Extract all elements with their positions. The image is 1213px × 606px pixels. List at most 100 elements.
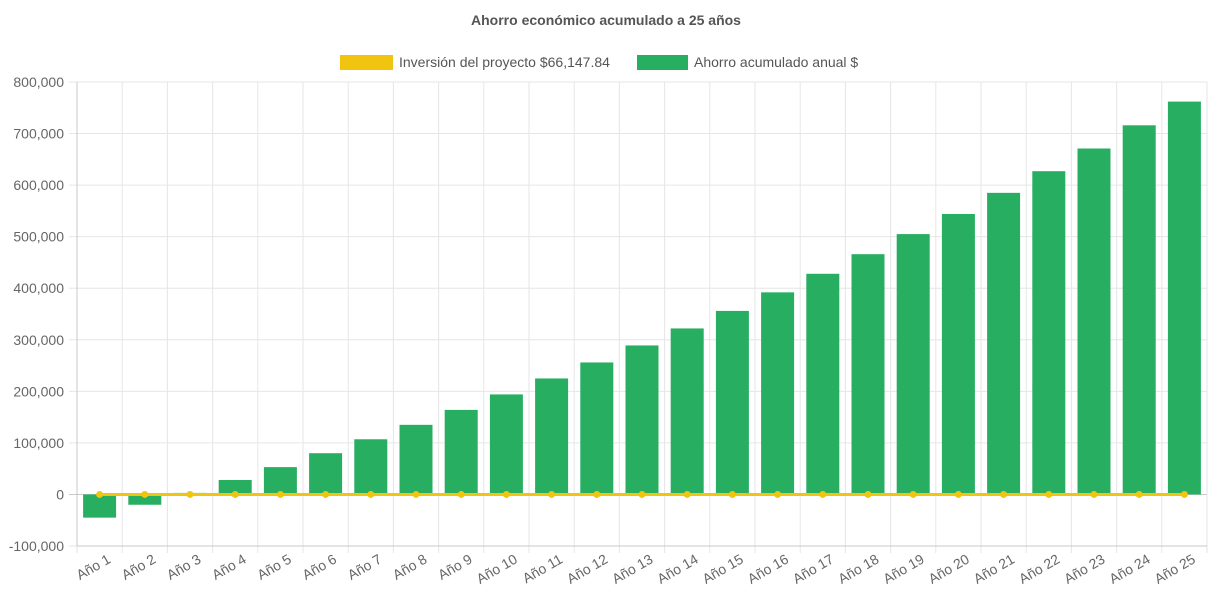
line-point-inversion[interactable] — [819, 490, 827, 498]
x-tick-label: Año 8 — [390, 551, 430, 583]
y-tick-label: 500,000 — [13, 229, 64, 245]
y-tick-label: 600,000 — [13, 177, 64, 193]
line-point-inversion[interactable] — [638, 490, 646, 498]
line-point-inversion[interactable] — [593, 490, 601, 498]
line-point-inversion[interactable] — [457, 490, 465, 498]
x-tick-label: Año 20 — [925, 551, 972, 587]
x-tick-text: Año 13 — [609, 551, 656, 587]
x-tick-text: Año 18 — [835, 551, 882, 587]
x-tick-text: Año 16 — [745, 551, 792, 587]
x-tick-text: Año 2 — [119, 551, 159, 583]
x-tick-text: Año 5 — [254, 551, 294, 583]
x-tick-text: Año 22 — [1016, 551, 1063, 587]
line-point-inversion[interactable] — [96, 490, 104, 498]
bar-ahorro[interactable] — [309, 453, 343, 495]
x-tick-label: Año 11 — [520, 551, 566, 587]
x-tick-label: Año 22 — [1016, 551, 1063, 587]
x-tick-label: Año 17 — [790, 551, 837, 587]
line-point-inversion[interactable] — [774, 490, 782, 498]
line-point-inversion[interactable] — [367, 490, 375, 498]
x-tick-text: Año 24 — [1106, 551, 1153, 587]
legend-item-savings[interactable]: Ahorro acumulado anual $ — [637, 54, 858, 70]
x-axis-ticks: Año 1 Año 2 Año 3 Año 4 Año 5 Año 6 Año 7 Año 8… — [73, 551, 1198, 587]
bar-ahorro[interactable] — [987, 192, 1021, 495]
line-point-inversion[interactable] — [502, 490, 510, 498]
x-tick-label: Año 2 — [119, 551, 159, 583]
legend-label-investment: Inversión del proyecto $66,147.84 — [399, 54, 610, 70]
x-tick-text: Año 9 — [435, 551, 475, 583]
line-point-inversion[interactable] — [141, 490, 149, 498]
bar-ahorro[interactable] — [1032, 171, 1066, 495]
line-point-inversion[interactable] — [548, 490, 556, 498]
line-point-inversion[interactable] — [412, 490, 420, 498]
y-tick-label: 100,000 — [13, 435, 64, 451]
legend-swatch-savings — [637, 55, 688, 70]
y-tick-label: -100,000 — [9, 538, 64, 554]
bar-ahorro[interactable] — [399, 424, 433, 495]
bar-ahorro[interactable] — [851, 254, 885, 495]
x-tick-label: Año 13 — [609, 551, 656, 587]
bar-ahorro[interactable] — [896, 234, 930, 495]
line-point-inversion[interactable] — [276, 490, 284, 498]
y-tick-label: 700,000 — [13, 126, 64, 142]
line-point-inversion[interactable] — [186, 490, 194, 498]
x-tick-text: Año 20 — [925, 551, 972, 587]
line-point-inversion[interactable] — [683, 490, 691, 498]
line-point-inversion[interactable] — [864, 490, 872, 498]
line-point-inversion[interactable] — [909, 490, 917, 498]
line-point-inversion[interactable] — [1180, 490, 1188, 498]
bar-ahorro[interactable] — [1077, 148, 1111, 495]
bar-ahorro[interactable] — [489, 394, 523, 495]
x-tick-label: Año 18 — [835, 551, 882, 587]
bar-ahorro[interactable] — [1167, 101, 1201, 495]
legend-swatch-investment — [340, 55, 393, 70]
bar-ahorro[interactable] — [761, 292, 795, 495]
line-point-inversion[interactable] — [954, 490, 962, 498]
bar-ahorro[interactable] — [941, 213, 975, 495]
line-point-inversion[interactable] — [1135, 490, 1143, 498]
bar-ahorro[interactable] — [535, 378, 569, 495]
x-tick-text: Año 7 — [345, 551, 385, 583]
x-tick-text: Año 23 — [1061, 551, 1108, 587]
legend: Inversión del proyecto $66,147.84 Ahorro… — [340, 54, 858, 70]
legend-item-investment[interactable]: Inversión del proyecto $66,147.84 — [340, 54, 610, 70]
x-tick-label: Año 14 — [654, 551, 701, 587]
bar-ahorro[interactable] — [263, 467, 297, 495]
x-tick-label: Año 1 — [73, 551, 113, 583]
x-tick-text: Año 6 — [299, 551, 339, 583]
line-point-inversion[interactable] — [728, 490, 736, 498]
legend-label-savings: Ahorro acumulado anual $ — [694, 54, 858, 70]
bar-ahorro[interactable] — [806, 273, 840, 495]
bar-ahorro[interactable] — [444, 409, 478, 495]
x-tick-text: Año 21 — [971, 551, 1018, 587]
line-point-inversion[interactable] — [1090, 490, 1098, 498]
y-axis-ticks: 800,000 700,000 600,000 500,000 400,000 300,0… — [9, 74, 64, 554]
x-tick-label: Año 4 — [209, 551, 249, 583]
bar-ahorro[interactable] — [625, 345, 659, 495]
x-tick-label: Año 25 — [1151, 551, 1198, 587]
x-tick-label: Año 6 — [299, 551, 339, 583]
bar-ahorro[interactable] — [83, 494, 117, 518]
bar-ahorro[interactable] — [354, 439, 388, 495]
x-tick-text: Año 19 — [880, 551, 927, 587]
bar-ahorro[interactable] — [128, 494, 162, 505]
x-tick-text: Año 25 — [1151, 551, 1198, 587]
line-point-inversion[interactable] — [1000, 490, 1008, 498]
line-point-inversion[interactable] — [322, 490, 330, 498]
bar-ahorro[interactable] — [218, 480, 252, 495]
x-tick-label: Año 3 — [164, 551, 204, 583]
y-tick-label: 200,000 — [13, 383, 64, 399]
bar-ahorro[interactable] — [715, 310, 749, 495]
bar-ahorro[interactable] — [1122, 125, 1156, 495]
y-tick-label: 400,000 — [13, 280, 64, 296]
x-tick-text: Año 10 — [473, 551, 520, 587]
x-tick-text: Año 14 — [654, 551, 701, 587]
line-point-inversion[interactable] — [1045, 490, 1053, 498]
bar-ahorro[interactable] — [580, 362, 614, 495]
chart-title: Ahorro económico acumulado a 25 años — [471, 12, 741, 28]
x-tick-text: Año 4 — [209, 551, 249, 583]
line-point-inversion[interactable] — [231, 490, 239, 498]
bar-ahorro[interactable] — [670, 328, 704, 495]
